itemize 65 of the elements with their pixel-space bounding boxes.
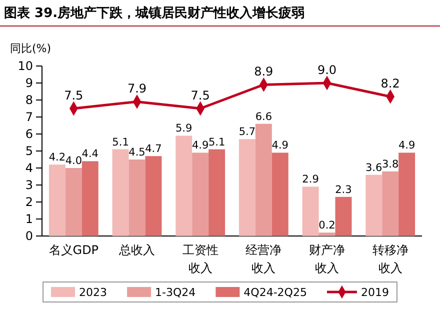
x-tick-label: 财产净收入: [309, 243, 345, 275]
data-label: 6.6: [255, 110, 272, 123]
bar: [255, 124, 272, 236]
bar: [208, 149, 226, 236]
bar: [318, 232, 336, 236]
bar: [366, 174, 382, 236]
legend-label: 2019: [360, 286, 389, 299]
data-label: 7.5: [64, 88, 84, 102]
data-label: 5.7: [238, 126, 256, 138]
bar: [65, 168, 82, 236]
legend-label: 4Q24-2Q25: [244, 286, 307, 299]
legend-label: 1-3Q24: [155, 286, 196, 299]
data-label: 4.7: [145, 143, 162, 156]
y-tick-label: 6: [25, 126, 33, 141]
bar: [82, 161, 98, 236]
y-tick-label: 0: [25, 228, 33, 243]
bar: [382, 171, 399, 236]
y-tick-label: 8: [25, 92, 33, 107]
x-tick-label: 总收入: [118, 243, 155, 257]
bar: [238, 139, 256, 236]
chart-title: 图表 39.房地产下跌，城镇居民财产性收入增长疲弱: [4, 5, 305, 21]
y-tick-label: 9: [25, 76, 33, 90]
data-label: 8.2: [380, 76, 400, 91]
bar: [112, 149, 129, 236]
data-label: 2.3: [335, 184, 352, 196]
data-label: 7.9: [127, 82, 147, 96]
data-label: 9.0: [317, 63, 337, 77]
y-tick-label: 3: [25, 178, 33, 192]
bar: [302, 186, 319, 236]
bar: [128, 160, 146, 236]
bar: [398, 152, 416, 236]
data-label: 4.9: [398, 140, 416, 152]
data-label: 4.0: [65, 155, 82, 167]
data-label: 5.1: [208, 136, 226, 148]
y-tick-label: 5: [25, 144, 33, 158]
legend-label: 2023: [79, 286, 108, 299]
y-tick-label: 2: [25, 194, 33, 209]
bar: [176, 136, 192, 236]
bar: [335, 196, 352, 236]
data-label: 4.9: [272, 140, 288, 152]
bar: [145, 156, 162, 236]
y-tick-label: 1: [25, 212, 33, 226]
data-label: 3.8: [382, 158, 399, 170]
data-label: 4.4: [82, 148, 99, 160]
data-label: 5.1: [112, 136, 129, 148]
data-label: 4.5: [128, 146, 146, 158]
data-label: 8.9: [254, 64, 274, 79]
bar: [272, 152, 288, 236]
data-label: 0.2: [318, 220, 336, 232]
y-tick-label: 4: [25, 160, 33, 175]
bar: [48, 164, 66, 236]
x-tick-label: 名义GDP: [48, 243, 99, 257]
y-axis-title: 同比(%): [10, 42, 52, 55]
data-label: 4.9: [192, 140, 209, 152]
bar: [192, 152, 209, 236]
data-label: 5.9: [176, 122, 192, 135]
data-label: 3.6: [366, 162, 383, 174]
data-label: 7.5: [190, 88, 210, 102]
data-label: 2.9: [302, 174, 319, 186]
x-tick-label: 转移净收入: [372, 243, 408, 275]
y-tick-label: 10: [18, 58, 33, 73]
x-tick-label: 经营净收入: [246, 243, 282, 275]
data-label: 4.2: [48, 152, 66, 164]
y-tick-label: 7: [25, 110, 33, 124]
x-tick-label: 工资性收入: [182, 243, 218, 275]
